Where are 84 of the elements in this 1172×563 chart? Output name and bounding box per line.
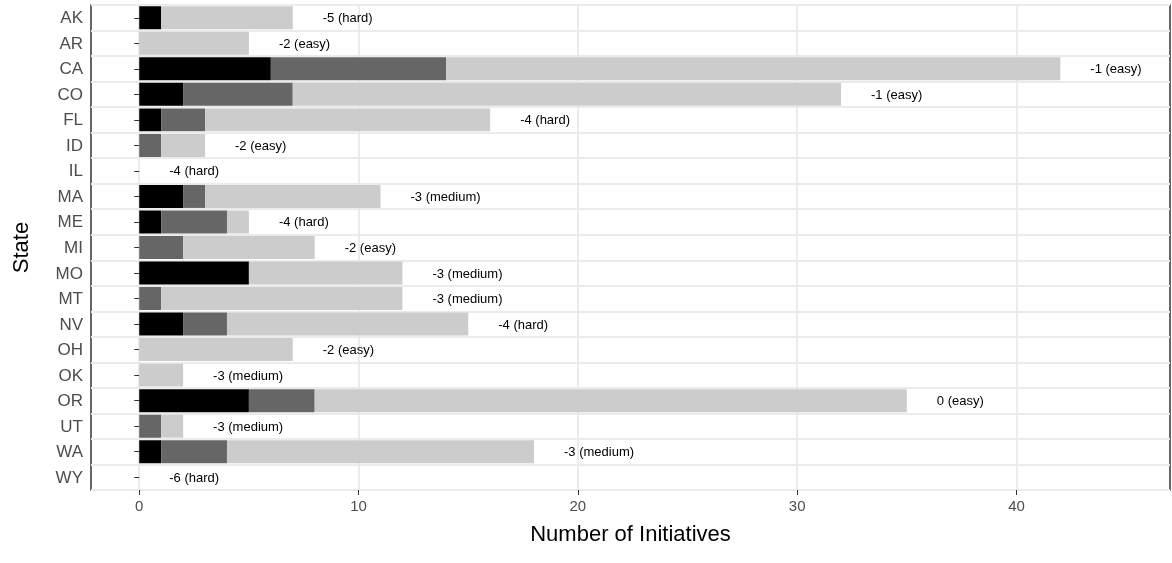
y-tick-label: WY <box>55 467 83 487</box>
annotation: -2 (easy) <box>322 342 375 358</box>
bar <box>139 389 249 413</box>
bar <box>161 108 206 132</box>
y-tick-label: NV <box>59 314 84 334</box>
bar <box>139 414 162 438</box>
y-tick-label: AR <box>59 33 83 53</box>
annotation: -4 (hard) <box>278 214 329 230</box>
annotation: -2 (easy) <box>344 240 396 255</box>
bar <box>139 108 162 132</box>
y-axis-title: State <box>7 221 33 274</box>
annotation: -3 (medium) <box>213 367 284 383</box>
x-tick-label: 10 <box>350 497 367 514</box>
bar <box>139 210 162 234</box>
annotation: -2 (easy) <box>235 137 287 153</box>
bar <box>205 108 491 132</box>
y-tick-label: MT <box>58 289 83 309</box>
y-tick-label: CA <box>59 59 84 79</box>
x-tick-label: 30 <box>788 497 806 514</box>
y-tick-label: OH <box>57 340 83 360</box>
annotation: -3 (medium) <box>564 444 635 460</box>
x-tick-label: 40 <box>1008 497 1025 514</box>
bar <box>161 414 184 438</box>
bar <box>139 261 249 285</box>
bar <box>248 261 403 285</box>
x-axis-title: Number of Initiatives <box>530 520 731 546</box>
bar <box>205 184 381 208</box>
bar <box>139 133 162 157</box>
x-tick-label: 0 <box>135 497 144 514</box>
annotation: 0 (easy) <box>936 393 984 409</box>
annotation: -3 (medium) <box>410 188 481 204</box>
bar <box>139 236 184 259</box>
annotation: -6 (hard) <box>169 469 220 485</box>
annotation: -4 (hard) <box>498 316 549 332</box>
y-tick-label: AK <box>60 8 84 28</box>
y-tick-label: CO <box>57 84 83 104</box>
bar <box>226 210 249 234</box>
y-tick-label: OK <box>58 365 84 385</box>
y-tick-label: MA <box>57 186 84 206</box>
y-tick-label: MO <box>55 263 83 283</box>
bar <box>292 82 842 106</box>
bar <box>161 287 403 311</box>
bar <box>248 389 315 413</box>
bar <box>183 184 206 208</box>
bar <box>139 184 184 208</box>
annotation: -4 (hard) <box>520 112 570 128</box>
bar <box>139 363 184 387</box>
y-tick-label: MI <box>64 238 83 257</box>
bar <box>183 312 227 336</box>
annotation: -1 (easy) <box>1090 61 1142 77</box>
bar <box>139 31 249 55</box>
bar <box>226 312 469 336</box>
y-tick-label: WA <box>56 442 84 462</box>
bar <box>183 236 315 259</box>
x-tick-label: 20 <box>569 497 587 514</box>
bar <box>139 338 293 362</box>
bar <box>314 389 907 413</box>
annotation: -3 (medium) <box>432 265 503 281</box>
y-tick-label: UT <box>60 416 83 436</box>
annotation: -3 (medium) <box>432 291 503 307</box>
bar <box>161 133 206 157</box>
bar <box>270 57 447 81</box>
bar <box>226 440 534 464</box>
annotation: -1 (easy) <box>871 86 923 102</box>
annotation: -4 (hard) <box>169 163 220 179</box>
bar <box>139 312 184 336</box>
y-tick-label: OR <box>57 391 83 411</box>
bar <box>161 440 227 464</box>
y-tick-label: ID <box>66 135 83 155</box>
bar <box>161 210 227 234</box>
bar <box>139 287 162 311</box>
bar <box>446 57 1061 81</box>
bar <box>139 440 162 464</box>
bar <box>183 82 293 106</box>
y-tick-label: IL <box>68 161 83 181</box>
annotation: -5 (hard) <box>322 10 373 26</box>
y-tick-label: FL <box>63 110 83 130</box>
bar <box>161 6 293 30</box>
bar <box>139 82 184 106</box>
bar <box>139 6 162 30</box>
annotation: -3 (medium) <box>213 418 284 434</box>
annotation: -2 (easy) <box>278 35 331 51</box>
y-tick-label: ME <box>57 212 83 232</box>
bar <box>139 57 271 81</box>
